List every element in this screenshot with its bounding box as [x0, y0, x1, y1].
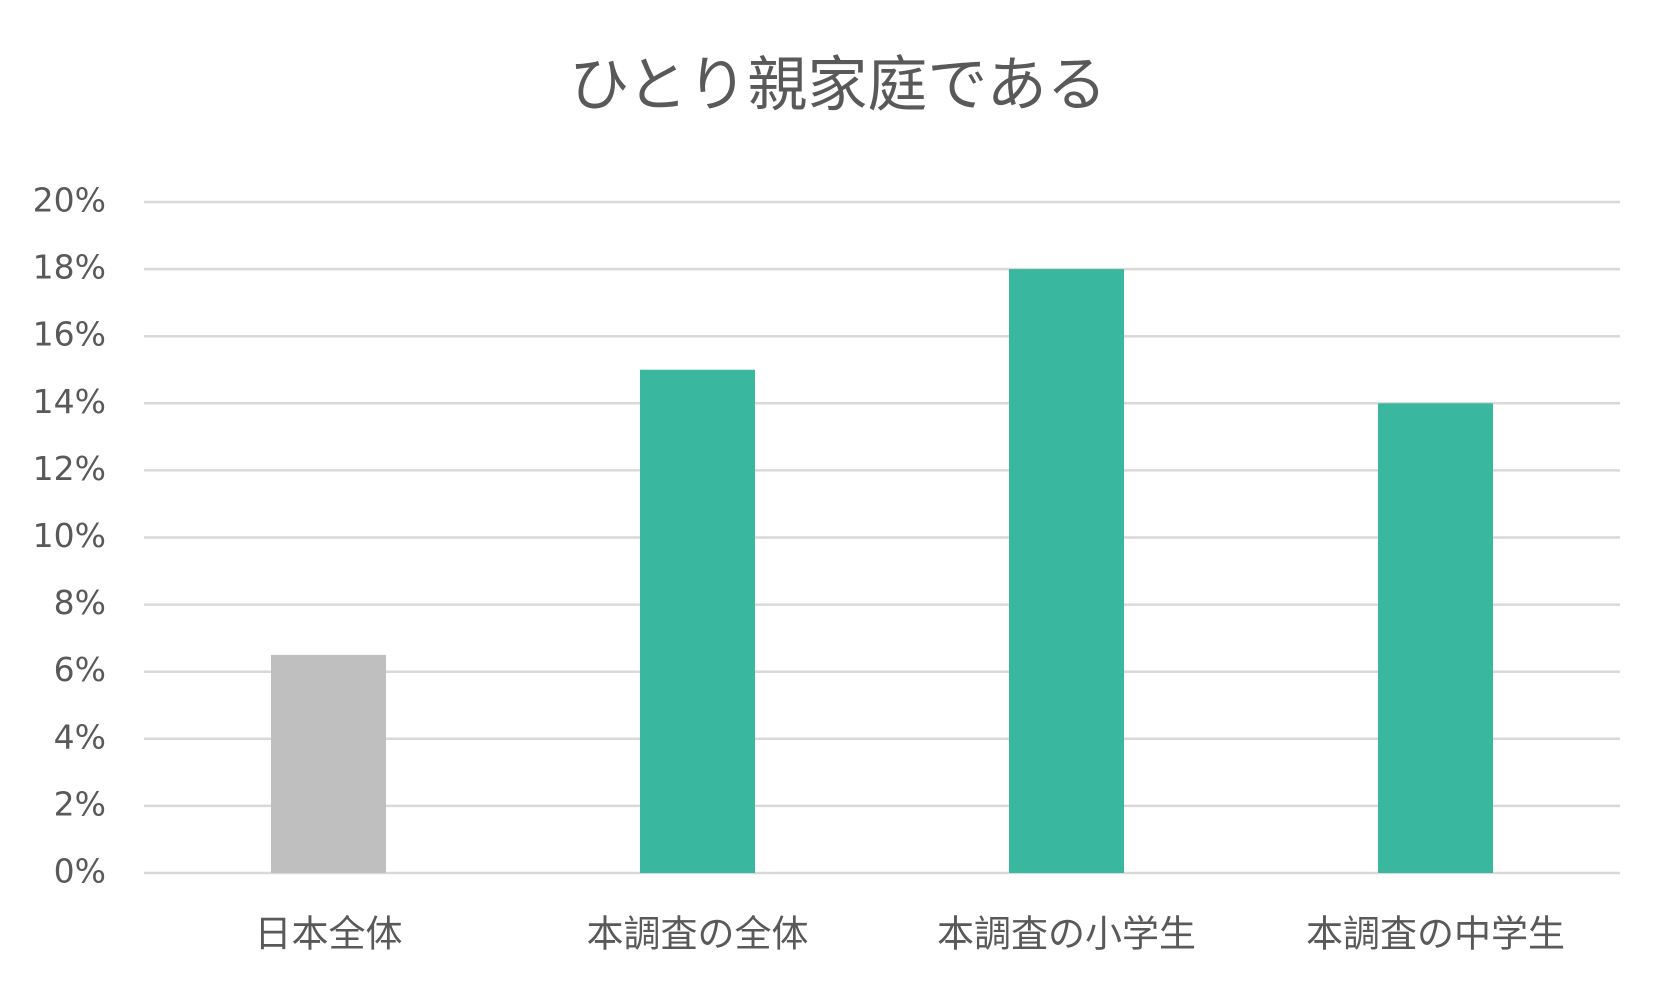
y-tick-label: 8% — [54, 583, 106, 622]
bar — [1009, 269, 1124, 874]
chart-title: ひとり親家庭である — [569, 51, 1107, 121]
y-tick-label: 10% — [33, 516, 106, 555]
bar — [1378, 403, 1493, 873]
y-tick-label: 2% — [54, 784, 106, 823]
y-tick-label: 0% — [54, 852, 106, 891]
x-tick-label: 本調査の小学生 — [937, 913, 1196, 956]
y-tick-label: 16% — [33, 315, 106, 354]
y-tick-label: 14% — [33, 382, 106, 421]
y-tick-label: 18% — [33, 248, 106, 287]
x-tick-label: 本調査の中学生 — [1306, 913, 1565, 956]
y-tick-label: 12% — [33, 449, 106, 488]
bar — [640, 369, 755, 873]
x-tick-label: 本調査の全体 — [587, 913, 809, 956]
y-tick-label: 20% — [33, 181, 106, 220]
y-tick-label: 4% — [54, 717, 106, 756]
y-tick-label: 6% — [54, 650, 106, 689]
x-tick-label: 日本全体 — [255, 913, 403, 956]
bar — [271, 654, 386, 873]
